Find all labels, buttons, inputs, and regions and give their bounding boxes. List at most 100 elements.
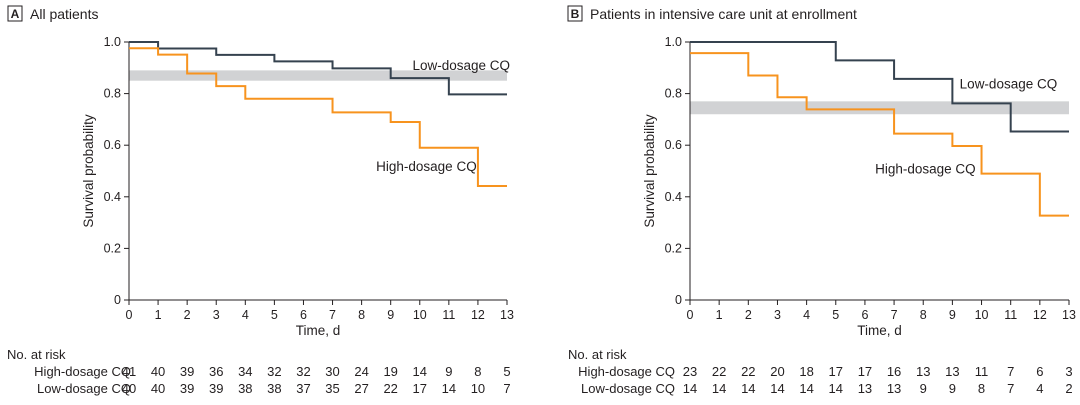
y-tick-label: 1.0 <box>104 35 121 49</box>
x-tick-label: 10 <box>975 308 989 322</box>
x-tick-label: 2 <box>184 308 191 322</box>
risk-row-label: Low-dosage CQ <box>581 381 675 396</box>
risk-count: 22 <box>741 364 755 379</box>
risk-count: 14 <box>799 381 813 396</box>
risk-count: 14 <box>413 364 427 379</box>
high-dosage-cq-survival-curve <box>129 47 507 187</box>
y-tick-label: 0.2 <box>665 241 682 255</box>
risk-table-title: No. at risk <box>568 347 627 362</box>
risk-count: 24 <box>354 364 368 379</box>
risk-count: 14 <box>712 381 726 396</box>
risk-row-label: High-dosage CQ <box>34 364 131 379</box>
x-tick-label: 4 <box>242 308 249 322</box>
risk-count: 14 <box>770 381 784 396</box>
risk-count: 17 <box>413 381 427 396</box>
panel-letter: B <box>571 7 580 21</box>
reference-band <box>129 70 507 81</box>
risk-count: 32 <box>267 364 281 379</box>
low-dosage-cq-survival-curve <box>690 41 1069 133</box>
panel-letter: A <box>11 7 20 21</box>
panel-b: B Patients in intensive care unit at enro… <box>567 5 1076 396</box>
risk-count: 14 <box>829 381 843 396</box>
x-tick-label: 7 <box>891 308 898 322</box>
x-tick-label: 7 <box>329 308 336 322</box>
y-axis-title: Survival probability <box>81 114 96 228</box>
risk-count: 22 <box>712 364 726 379</box>
risk-count: 23 <box>683 364 697 379</box>
x-tick-label: 11 <box>1004 308 1017 322</box>
risk-count: 2 <box>1065 381 1072 396</box>
risk-count: 11 <box>975 364 989 379</box>
x-tick-label: 9 <box>949 308 956 322</box>
x-axis-title: Time, d <box>296 323 341 338</box>
x-tick-label: 0 <box>687 308 694 322</box>
x-tick-label: 1 <box>716 308 723 322</box>
risk-count: 19 <box>383 364 397 379</box>
risk-count: 17 <box>829 364 843 379</box>
risk-count: 13 <box>887 381 901 396</box>
risk-count: 7 <box>1007 381 1014 396</box>
risk-count: 3 <box>1065 364 1072 379</box>
x-tick-label: 12 <box>1033 308 1047 322</box>
panel-letter-box <box>567 5 583 22</box>
risk-count: 27 <box>354 381 368 396</box>
x-tick-label: 5 <box>271 308 278 322</box>
risk-row-label: Low-dosage CQ <box>37 381 131 396</box>
risk-count: 13 <box>858 381 872 396</box>
risk-row-label: High-dosage CQ <box>578 364 675 379</box>
risk-count: 38 <box>267 381 281 396</box>
risk-count: 7 <box>503 381 510 396</box>
risk-count: 5 <box>503 364 510 379</box>
risk-count: 40 <box>151 364 165 379</box>
y-tick-label: 0.2 <box>104 241 121 255</box>
x-tick-label: 10 <box>413 308 427 322</box>
x-tick-label: 5 <box>832 308 839 322</box>
curve-label: High-dosage CQ <box>376 159 477 174</box>
risk-count: 38 <box>238 381 252 396</box>
x-axis-title: Time, d <box>857 323 902 338</box>
y-tick-label: 1.0 <box>665 35 682 49</box>
x-tick-label: 8 <box>358 308 365 322</box>
x-tick-label: 4 <box>803 308 810 322</box>
risk-count: 9 <box>949 381 956 396</box>
risk-count: 39 <box>180 364 194 379</box>
risk-count: 8 <box>474 364 481 379</box>
risk-count: 10 <box>471 381 485 396</box>
high-dosage-cq-survival-curve <box>690 52 1069 217</box>
risk-count: 36 <box>209 364 223 379</box>
x-tick-label: 3 <box>213 308 220 322</box>
x-tick-label: 11 <box>442 308 455 322</box>
risk-count: 14 <box>683 381 697 396</box>
y-tick-label: 0 <box>114 293 121 307</box>
y-tick-label: 0 <box>675 293 682 307</box>
x-tick-label: 6 <box>861 308 868 322</box>
x-tick-label: 8 <box>920 308 927 322</box>
x-tick-label: 3 <box>774 308 781 322</box>
risk-count: 40 <box>122 381 136 396</box>
x-tick-label: 1 <box>155 308 162 322</box>
risk-count: 20 <box>770 364 784 379</box>
panel-title: All patients <box>30 6 98 22</box>
y-tick-label: 0.8 <box>104 87 121 101</box>
x-tick-label: 12 <box>471 308 485 322</box>
y-tick-label: 0.6 <box>104 138 121 152</box>
reference-band <box>690 101 1069 115</box>
risk-count: 17 <box>858 364 872 379</box>
risk-count: 14 <box>741 381 755 396</box>
x-tick-label: 9 <box>387 308 394 322</box>
y-axis-title: Survival probability <box>642 114 657 228</box>
risk-count: 16 <box>887 364 901 379</box>
risk-count: 13 <box>916 364 930 379</box>
risk-count: 40 <box>151 381 165 396</box>
risk-count: 9 <box>445 364 452 379</box>
x-tick-label: 0 <box>126 308 133 322</box>
y-tick-label: 0.4 <box>104 190 121 204</box>
curve-label: High-dosage CQ <box>875 161 976 176</box>
risk-count: 39 <box>180 381 194 396</box>
y-tick-label: 0.4 <box>665 190 682 204</box>
low-dosage-cq-survival-curve <box>129 41 507 96</box>
risk-count: 30 <box>325 364 339 379</box>
risk-count: 14 <box>442 381 456 396</box>
